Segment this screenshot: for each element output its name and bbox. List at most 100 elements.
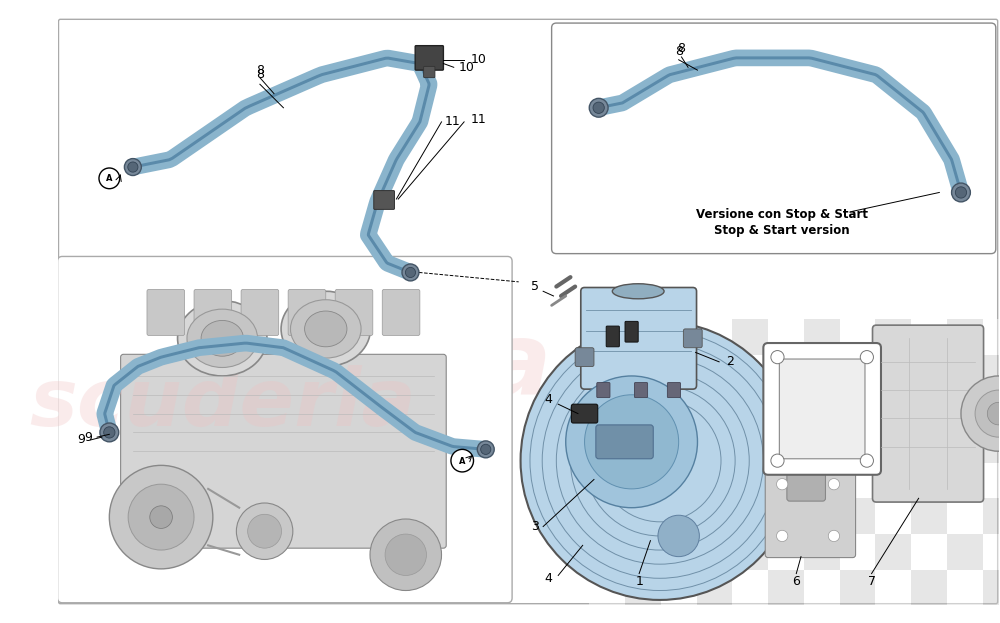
Bar <box>768 462 804 498</box>
Ellipse shape <box>290 300 361 358</box>
Text: scuderia: scuderia <box>29 365 416 443</box>
Bar <box>947 355 983 391</box>
Bar <box>661 534 697 570</box>
FancyBboxPatch shape <box>625 321 638 342</box>
FancyBboxPatch shape <box>683 329 702 348</box>
Bar <box>947 427 983 462</box>
Circle shape <box>236 503 293 559</box>
Bar <box>732 534 768 570</box>
Circle shape <box>777 478 788 490</box>
Bar <box>732 391 768 427</box>
FancyBboxPatch shape <box>552 23 996 254</box>
Bar <box>625 534 661 570</box>
Bar <box>661 320 697 355</box>
FancyBboxPatch shape <box>147 290 185 336</box>
Bar <box>911 320 947 355</box>
Bar <box>697 498 732 534</box>
FancyBboxPatch shape <box>581 287 697 389</box>
Circle shape <box>248 515 282 548</box>
Bar <box>947 534 983 570</box>
Text: 10: 10 <box>459 61 475 74</box>
FancyBboxPatch shape <box>787 420 825 501</box>
Bar <box>589 391 625 427</box>
Circle shape <box>828 530 840 541</box>
Bar <box>804 570 840 606</box>
Circle shape <box>99 168 120 189</box>
Circle shape <box>987 402 1000 425</box>
FancyBboxPatch shape <box>58 257 512 602</box>
Circle shape <box>385 534 426 576</box>
Circle shape <box>860 454 873 467</box>
Bar <box>625 462 661 498</box>
Bar <box>875 534 911 570</box>
Circle shape <box>975 390 1000 437</box>
Bar <box>875 570 911 606</box>
FancyBboxPatch shape <box>763 343 881 475</box>
Bar <box>983 427 1000 462</box>
FancyBboxPatch shape <box>374 191 394 209</box>
Bar <box>732 498 768 534</box>
Bar <box>625 391 661 427</box>
FancyBboxPatch shape <box>667 383 681 397</box>
Bar <box>804 498 840 534</box>
Bar <box>768 391 804 427</box>
Bar <box>589 427 625 462</box>
Bar <box>983 534 1000 570</box>
FancyBboxPatch shape <box>606 326 619 347</box>
Text: 8: 8 <box>677 42 685 55</box>
Bar <box>947 391 983 427</box>
Text: 11: 11 <box>445 115 461 128</box>
Bar <box>947 320 983 355</box>
Bar <box>661 570 697 606</box>
Bar <box>661 427 697 462</box>
Bar <box>768 427 804 462</box>
Bar <box>875 320 911 355</box>
Circle shape <box>402 264 419 281</box>
Bar <box>840 427 875 462</box>
Text: 8: 8 <box>256 64 264 77</box>
Bar <box>983 570 1000 606</box>
FancyBboxPatch shape <box>873 325 984 502</box>
Circle shape <box>451 449 474 472</box>
Bar <box>804 534 840 570</box>
Text: 9: 9 <box>77 434 85 447</box>
Circle shape <box>481 444 491 454</box>
Bar <box>911 570 947 606</box>
Text: 5: 5 <box>531 280 539 293</box>
Circle shape <box>124 159 141 176</box>
Bar <box>697 355 732 391</box>
FancyBboxPatch shape <box>194 290 232 336</box>
Bar <box>768 570 804 606</box>
Bar <box>804 462 840 498</box>
Bar <box>875 355 911 391</box>
Circle shape <box>370 519 442 591</box>
Circle shape <box>589 98 608 117</box>
Bar <box>768 498 804 534</box>
Bar <box>625 320 661 355</box>
Circle shape <box>150 506 172 528</box>
Bar <box>875 462 911 498</box>
Text: 7: 7 <box>868 574 876 587</box>
Text: 10: 10 <box>470 54 486 66</box>
Bar <box>697 320 732 355</box>
Bar <box>589 498 625 534</box>
Bar <box>875 427 911 462</box>
Bar <box>589 570 625 606</box>
Ellipse shape <box>187 309 258 368</box>
Bar <box>911 427 947 462</box>
Circle shape <box>405 267 416 277</box>
Circle shape <box>566 376 697 508</box>
Bar <box>589 355 625 391</box>
FancyBboxPatch shape <box>241 290 279 336</box>
Bar <box>947 498 983 534</box>
Bar <box>625 570 661 606</box>
Bar <box>732 570 768 606</box>
Circle shape <box>658 515 699 556</box>
Bar <box>732 462 768 498</box>
Ellipse shape <box>612 283 664 299</box>
FancyBboxPatch shape <box>424 67 435 78</box>
FancyBboxPatch shape <box>382 290 420 336</box>
Bar <box>661 355 697 391</box>
Bar <box>625 427 661 462</box>
Bar <box>732 355 768 391</box>
